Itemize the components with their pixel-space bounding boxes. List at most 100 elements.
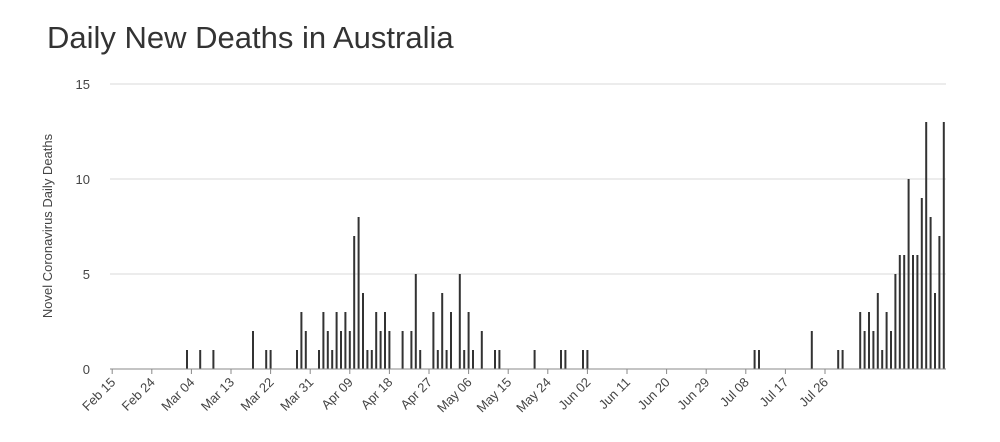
x-tick-label: Jul 08 bbox=[717, 375, 752, 410]
bar[interactable] bbox=[326, 331, 329, 369]
bar[interactable] bbox=[322, 312, 325, 369]
bar[interactable] bbox=[366, 350, 369, 369]
bar[interactable] bbox=[467, 312, 470, 369]
x-tick-label: Feb 24 bbox=[119, 375, 158, 414]
x-tick-label: Jun 20 bbox=[635, 375, 673, 413]
axes: 0 5 10 15 Feb 15 Feb 24 Mar 04 Mar 13 Mar 22 Mar … bbox=[76, 77, 946, 415]
bar[interactable] bbox=[472, 350, 474, 369]
bar[interactable] bbox=[401, 331, 404, 369]
bar[interactable] bbox=[362, 293, 364, 369]
bar[interactable] bbox=[331, 350, 334, 369]
x-tick-label: Mar 31 bbox=[277, 375, 316, 414]
x-tick-label: Jul 26 bbox=[796, 375, 831, 410]
bar[interactable] bbox=[318, 350, 320, 369]
x-tick-label: May 06 bbox=[434, 375, 475, 416]
bar[interactable] bbox=[300, 312, 303, 369]
bar[interactable] bbox=[340, 331, 342, 369]
x-tick-label: Apr 27 bbox=[397, 375, 435, 413]
x-tick-label: Jul 17 bbox=[756, 375, 791, 410]
bar[interactable] bbox=[410, 331, 413, 369]
bar[interactable] bbox=[934, 293, 936, 369]
bars bbox=[186, 122, 945, 369]
x-tick-label: Mar 04 bbox=[158, 375, 197, 414]
gridlines bbox=[110, 83, 946, 275]
bar[interactable] bbox=[296, 350, 298, 369]
bar[interactable] bbox=[916, 255, 919, 369]
bar[interactable] bbox=[753, 350, 756, 369]
bar[interactable] bbox=[353, 236, 356, 369]
bar[interactable] bbox=[458, 274, 461, 369]
bar[interactable] bbox=[335, 312, 338, 369]
x-tick-label: May 24 bbox=[513, 375, 554, 416]
bar[interactable] bbox=[560, 350, 562, 369]
bar[interactable] bbox=[885, 312, 888, 369]
x-tick-label: Jun 29 bbox=[674, 375, 712, 413]
bar[interactable] bbox=[903, 255, 906, 369]
bar[interactable] bbox=[379, 331, 382, 369]
bar[interactable] bbox=[863, 331, 866, 369]
bar[interactable] bbox=[212, 350, 215, 369]
bar[interactable] bbox=[304, 331, 307, 369]
bar[interactable] bbox=[533, 350, 536, 369]
x-tick-label: Mar 13 bbox=[198, 375, 237, 414]
bar[interactable] bbox=[938, 236, 941, 369]
bar[interactable] bbox=[265, 350, 268, 369]
bar[interactable] bbox=[564, 350, 567, 369]
x-tick-label: Feb 15 bbox=[79, 375, 118, 414]
bar[interactable] bbox=[912, 255, 914, 369]
bar[interactable] bbox=[841, 350, 844, 369]
x-tick-label: Apr 09 bbox=[318, 375, 356, 413]
y-tick-label: 0 bbox=[83, 362, 90, 377]
bar[interactable] bbox=[942, 122, 945, 369]
bar[interactable] bbox=[186, 350, 188, 369]
bar[interactable] bbox=[348, 331, 351, 369]
chart-title: Daily New Deaths in Australia bbox=[47, 20, 454, 55]
bar[interactable] bbox=[837, 350, 840, 369]
bar[interactable] bbox=[252, 331, 254, 369]
bar[interactable] bbox=[758, 350, 760, 369]
x-tick-label: May 15 bbox=[474, 375, 515, 416]
bar[interactable] bbox=[370, 350, 373, 369]
x-tick-label: Jun 11 bbox=[596, 375, 634, 413]
bar[interactable] bbox=[384, 312, 386, 369]
x-tick-label: Apr 18 bbox=[358, 375, 396, 413]
bar[interactable] bbox=[898, 255, 901, 369]
bar[interactable] bbox=[907, 179, 910, 369]
bar[interactable] bbox=[388, 331, 391, 369]
bar[interactable] bbox=[450, 312, 452, 369]
bar[interactable] bbox=[199, 350, 202, 369]
y-axis-title: Novel Coronavirus Daily Deaths bbox=[40, 133, 55, 318]
bar[interactable] bbox=[357, 217, 360, 369]
bar[interactable] bbox=[432, 312, 435, 369]
bar[interactable] bbox=[929, 217, 932, 369]
bar[interactable] bbox=[375, 312, 378, 369]
bar[interactable] bbox=[419, 350, 422, 369]
bar[interactable] bbox=[445, 350, 448, 369]
bar[interactable] bbox=[494, 350, 496, 369]
bar[interactable] bbox=[582, 350, 584, 369]
bar[interactable] bbox=[414, 274, 417, 369]
bar[interactable] bbox=[441, 293, 444, 369]
bar[interactable] bbox=[859, 312, 862, 369]
bar[interactable] bbox=[868, 312, 870, 369]
bar[interactable] bbox=[920, 198, 923, 369]
bar[interactable] bbox=[463, 350, 466, 369]
bar[interactable] bbox=[344, 312, 347, 369]
bar[interactable] bbox=[876, 293, 879, 369]
bar[interactable] bbox=[480, 331, 483, 369]
bar[interactable] bbox=[269, 350, 272, 369]
bar[interactable] bbox=[890, 331, 892, 369]
bar[interactable] bbox=[586, 350, 589, 369]
bar[interactable] bbox=[498, 350, 501, 369]
x-tick-label: Jun 02 bbox=[555, 375, 593, 413]
bar[interactable] bbox=[436, 350, 439, 369]
bar[interactable] bbox=[894, 274, 897, 369]
bar[interactable] bbox=[881, 350, 884, 369]
y-tick-label: 10 bbox=[76, 172, 90, 187]
bar[interactable] bbox=[925, 122, 928, 369]
bar[interactable] bbox=[872, 331, 875, 369]
y-tick-label: 5 bbox=[83, 267, 90, 282]
bar[interactable] bbox=[810, 331, 813, 369]
y-tick-label: 15 bbox=[76, 77, 90, 92]
